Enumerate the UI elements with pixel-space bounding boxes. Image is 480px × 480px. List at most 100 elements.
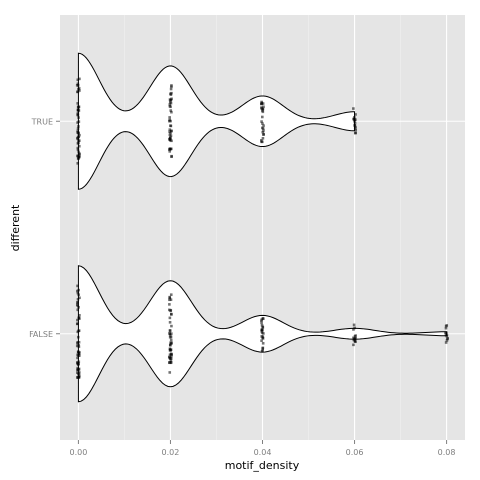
data-point (169, 341, 172, 344)
data-point (170, 313, 173, 316)
data-point (260, 330, 264, 333)
data-point (76, 148, 80, 152)
data-points (75, 77, 449, 379)
data-point (168, 104, 172, 108)
data-point (76, 142, 80, 145)
data-point (76, 90, 79, 94)
data-point (78, 313, 81, 317)
data-point (168, 128, 172, 131)
data-point (445, 333, 449, 337)
x-tick-label: 0.00 (70, 448, 88, 457)
data-point (260, 318, 264, 321)
x-tick-label: 0.06 (346, 448, 364, 457)
data-point (76, 78, 80, 82)
data-point (261, 347, 264, 350)
data-point (353, 119, 356, 123)
data-point (169, 335, 173, 339)
data-point (169, 348, 173, 351)
data-point (76, 162, 80, 165)
data-point (261, 326, 265, 329)
data-point (352, 328, 355, 331)
x-axis: 0.00 0.02 0.04 0.06 0.08 (70, 440, 455, 457)
data-point (76, 361, 79, 365)
data-point (354, 125, 357, 129)
data-point (76, 129, 80, 133)
data-point (76, 368, 79, 372)
data-point (76, 335, 80, 339)
data-point (77, 360, 81, 364)
data-point (262, 124, 265, 127)
data-point (76, 146, 80, 150)
data-point (445, 331, 448, 335)
x-axis-title: motif_density (225, 459, 300, 472)
data-point (168, 150, 172, 153)
data-point (354, 113, 357, 116)
data-point (169, 131, 172, 135)
data-point (78, 296, 81, 300)
data-point (76, 102, 80, 105)
data-point (352, 336, 355, 340)
data-point (169, 98, 173, 102)
y-axis-title: different (9, 204, 22, 251)
data-point (77, 372, 80, 376)
data-point (170, 139, 173, 143)
data-point (77, 354, 80, 357)
data-point (78, 152, 81, 156)
data-point (353, 116, 356, 119)
x-tick-label: 0.02 (162, 448, 180, 457)
data-point (262, 317, 265, 320)
data-point (75, 84, 79, 87)
data-point (261, 337, 265, 340)
data-point (77, 306, 80, 309)
data-point (260, 321, 263, 325)
data-point (76, 108, 80, 112)
data-point (169, 87, 173, 91)
data-point (76, 137, 80, 141)
data-point (168, 371, 172, 374)
data-point (77, 329, 81, 332)
data-point (77, 288, 80, 292)
data-point (260, 335, 263, 338)
data-point (78, 139, 81, 142)
data-point (169, 309, 172, 313)
data-point (76, 376, 80, 379)
y-axis: TRUE FALSE (29, 117, 60, 339)
data-point (168, 118, 171, 122)
data-point (261, 115, 264, 119)
data-point (260, 323, 264, 327)
data-point (169, 298, 173, 301)
data-point (77, 367, 81, 371)
data-point (168, 332, 172, 336)
data-point (76, 131, 79, 134)
data-point (170, 110, 173, 114)
data-point (75, 303, 79, 307)
data-point (168, 100, 172, 104)
x-tick-label: 0.04 (254, 448, 272, 457)
data-point (76, 105, 80, 109)
data-point (77, 120, 81, 123)
data-point (78, 133, 81, 137)
data-point (78, 77, 81, 81)
data-point (170, 129, 173, 133)
data-point (76, 318, 79, 322)
data-point (77, 135, 80, 139)
data-point (262, 129, 265, 132)
data-point (170, 85, 173, 89)
data-point (169, 361, 173, 364)
data-point (76, 298, 80, 301)
data-point (77, 343, 81, 347)
data-point (77, 293, 81, 297)
data-point (169, 109, 173, 112)
data-point (261, 342, 265, 345)
data-point (353, 118, 356, 121)
data-point (353, 124, 357, 127)
data-point (77, 116, 80, 119)
data-point (170, 154, 173, 158)
data-point (169, 355, 173, 359)
data-point (77, 86, 81, 90)
data-point (76, 341, 79, 345)
data-point (76, 127, 80, 130)
data-point (352, 343, 355, 347)
data-point (78, 89, 81, 92)
